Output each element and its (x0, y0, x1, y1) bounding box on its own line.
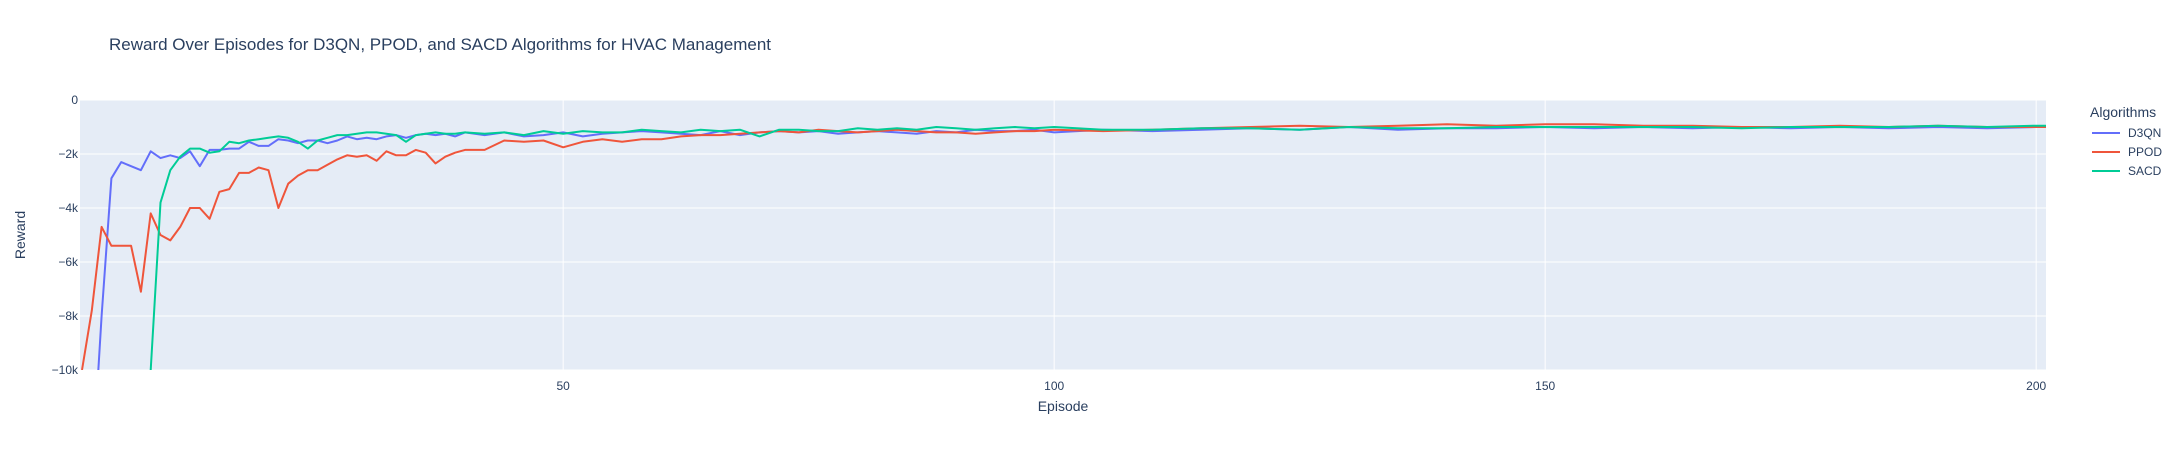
x-axis-ticks: 50 100 150 200 (556, 379, 2046, 393)
y-tick-label: −8k (58, 309, 79, 323)
legend-item-sacd[interactable]: SACD (2092, 164, 2162, 178)
y-tick-label: 0 (71, 93, 78, 107)
legend: Algorithms D3QN PPOD SACD (2090, 104, 2162, 178)
y-axis-title: Reward (12, 211, 28, 259)
x-tick-label: 50 (556, 379, 570, 393)
x-tick-label: 100 (1044, 379, 1064, 393)
chart-title: Reward Over Episodes for D3QN, PPOD, and… (109, 35, 771, 54)
x-tick-label: 200 (2026, 379, 2046, 393)
y-tick-label: −4k (58, 201, 79, 215)
legend-item-ppod[interactable]: PPOD (2092, 145, 2162, 159)
x-axis-title: Episode (1038, 398, 1089, 414)
y-tick-label: −6k (58, 255, 79, 269)
plot-area (80, 100, 2046, 370)
legend-label: PPOD (2128, 145, 2162, 159)
legend-items: D3QN PPOD SACD (2092, 126, 2162, 178)
series-line-sacd (149, 124, 2046, 370)
legend-label: SACD (2128, 164, 2162, 178)
y-tick-label: −10k (52, 363, 79, 377)
x-tick-label: 150 (1535, 379, 1555, 393)
legend-title: Algorithms (2090, 104, 2156, 120)
legend-item-d3qn[interactable]: D3QN (2092, 126, 2161, 140)
y-axis-ticks: 0 −2k −4k −6k −8k −10k (52, 93, 79, 377)
legend-label: D3QN (2128, 126, 2161, 140)
y-tick-label: −2k (58, 147, 79, 161)
series-lines (81, 123, 2046, 370)
